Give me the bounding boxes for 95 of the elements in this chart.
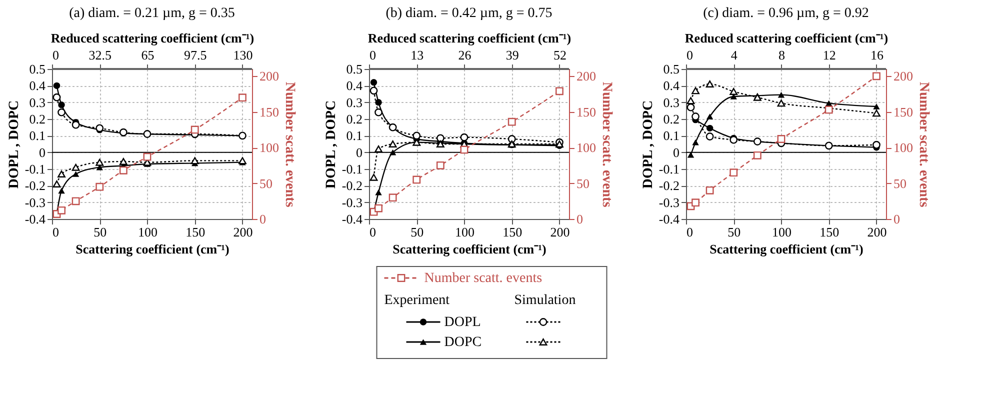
- x-tick-label: 200: [867, 224, 887, 240]
- x2-tick-label: 16: [870, 48, 884, 62]
- y-axis-title: DOPL , DOPC: [6, 100, 22, 189]
- x2-tick-label: 97.5: [184, 48, 207, 62]
- x-tick-label: 50: [728, 224, 741, 240]
- y2-axis-title: Number scatt. events: [282, 82, 297, 208]
- x2-tick-label: 12: [822, 48, 836, 62]
- y2-tick-label: 100: [576, 140, 596, 156]
- y-tick-label: 0.5: [29, 62, 46, 76]
- y-tick-label: -0.4: [658, 212, 680, 226]
- y-tick-label: 0.4: [29, 78, 46, 94]
- x2-tick-label: 4: [730, 48, 738, 62]
- x2-tick-label: 65: [141, 48, 154, 62]
- x2-axis-title: Reduced scattering coefficient (cm⁻¹): [368, 30, 572, 46]
- x-tick-label: 200: [550, 224, 570, 240]
- x2-tick-label: 130: [233, 48, 253, 62]
- x-tick-label: 100: [454, 224, 474, 240]
- x-tick-label: 150: [502, 224, 522, 240]
- y-tick-label: 0.5: [346, 62, 362, 76]
- x-tick-label: 100: [138, 224, 158, 240]
- y2-tick-label: 200: [576, 68, 596, 84]
- y2-tick-label: 100: [260, 140, 279, 156]
- y2-tick-label: 50: [576, 176, 590, 191]
- y-tick-label: -0.3: [342, 194, 362, 210]
- y-tick-label: -0.3: [24, 194, 46, 210]
- chart-title: (a) diam. = 0.21 µm, g = 0.35: [69, 6, 235, 21]
- y2-tick-label: 50: [260, 176, 272, 191]
- y2-tick-label: 50: [894, 176, 906, 191]
- x-tick-label: 50: [94, 224, 107, 240]
- x2-tick-label: 26: [458, 48, 472, 62]
- x-tick-label: 150: [820, 224, 840, 240]
- x-tick-label: 0: [370, 224, 376, 240]
- y-tick-label: 0.2: [346, 112, 362, 126]
- y-axis-title: DOPL , DOPC: [640, 100, 656, 189]
- x-axis-title: Scattering coefficient (cm⁻¹): [76, 242, 230, 256]
- x-axis-title: Scattering coefficient (cm⁻¹): [710, 242, 864, 256]
- y-tick-label: -0.2: [24, 178, 46, 194]
- x2-tick-label: 8: [778, 48, 785, 62]
- y-tick-label: 0.4: [663, 78, 680, 94]
- y2-tick-label: 150: [260, 104, 279, 120]
- x-axis-title: Scattering coefficient (cm⁻¹): [392, 242, 546, 256]
- y2-axis-title: Number scatt. events: [599, 82, 614, 208]
- y2-tick-label: 200: [260, 68, 279, 84]
- legend-label: DOPC: [444, 335, 482, 350]
- x2-tick-label: 13: [410, 48, 424, 62]
- y-tick-label: 0.2: [29, 112, 46, 126]
- legend-label: Number scatt. events: [424, 271, 542, 286]
- y-tick-label: 0.2: [663, 112, 680, 126]
- y-tick-label: 0: [356, 144, 362, 160]
- x2-tick-label: 52: [553, 48, 566, 62]
- x2-tick-label: 0: [370, 48, 376, 62]
- y-axis-title: DOPL , DOPC: [324, 100, 339, 189]
- y-tick-label: 0.4: [346, 78, 363, 94]
- x-tick-label: 0: [52, 224, 59, 240]
- y-tick-label: 0.1: [663, 128, 680, 144]
- x-tick-label: 150: [186, 224, 206, 240]
- y2-tick-label: 0: [260, 212, 266, 226]
- x2-tick-label: 32.5: [88, 48, 112, 62]
- x2-axis-title: Reduced scattering coefficient (cm⁻¹): [50, 30, 254, 46]
- chart-title: (c) diam. = 0.96 µm, g = 0.92: [703, 6, 869, 21]
- y-tick-label: 0.1: [346, 128, 362, 144]
- y-tick-label: -0.1: [24, 162, 46, 176]
- y2-tick-label: 150: [894, 104, 913, 120]
- y-tick-label: 0.3: [346, 94, 362, 110]
- y-tick-label: 0: [39, 144, 46, 160]
- x2-tick-label: 0: [686, 48, 693, 62]
- y-tick-label: -0.4: [24, 212, 46, 226]
- y-tick-label: -0.1: [342, 162, 362, 176]
- y-tick-label: -0.4: [342, 212, 363, 226]
- y2-tick-label: 150: [576, 104, 596, 120]
- y-tick-label: -0.1: [658, 162, 680, 176]
- y-tick-label: 0.1: [29, 128, 46, 144]
- x2-axis-title: Reduced scattering coefficient (cm⁻¹): [684, 30, 888, 46]
- y-tick-label: 0.5: [663, 62, 680, 76]
- y-tick-label: 0.3: [663, 94, 680, 110]
- y-tick-label: -0.3: [658, 194, 680, 210]
- x-tick-label: 200: [233, 224, 253, 240]
- y2-tick-label: 0: [576, 212, 583, 226]
- legend-label: DOPL: [444, 315, 481, 330]
- y-tick-label: 0.3: [29, 94, 46, 110]
- y2-tick-label: 200: [894, 68, 913, 84]
- y2-axis-title: Number scatt. events: [916, 82, 931, 208]
- x2-tick-label: 39: [506, 48, 519, 62]
- x-tick-label: 50: [410, 224, 424, 240]
- y-tick-label: -0.2: [342, 178, 362, 194]
- y2-tick-label: 100: [894, 140, 913, 156]
- chart-title: (b) diam. = 0.42 µm, g = 0.75: [386, 6, 552, 21]
- text: Simulation: [514, 293, 576, 308]
- y-tick-label: -0.2: [658, 178, 680, 194]
- x-tick-label: 0: [686, 224, 693, 240]
- x2-tick-label: 0: [52, 48, 59, 62]
- y-tick-label: 0: [673, 144, 680, 160]
- y2-tick-label: 0: [894, 212, 900, 226]
- x-tick-label: 100: [772, 224, 792, 240]
- text: Experiment: [384, 293, 450, 308]
